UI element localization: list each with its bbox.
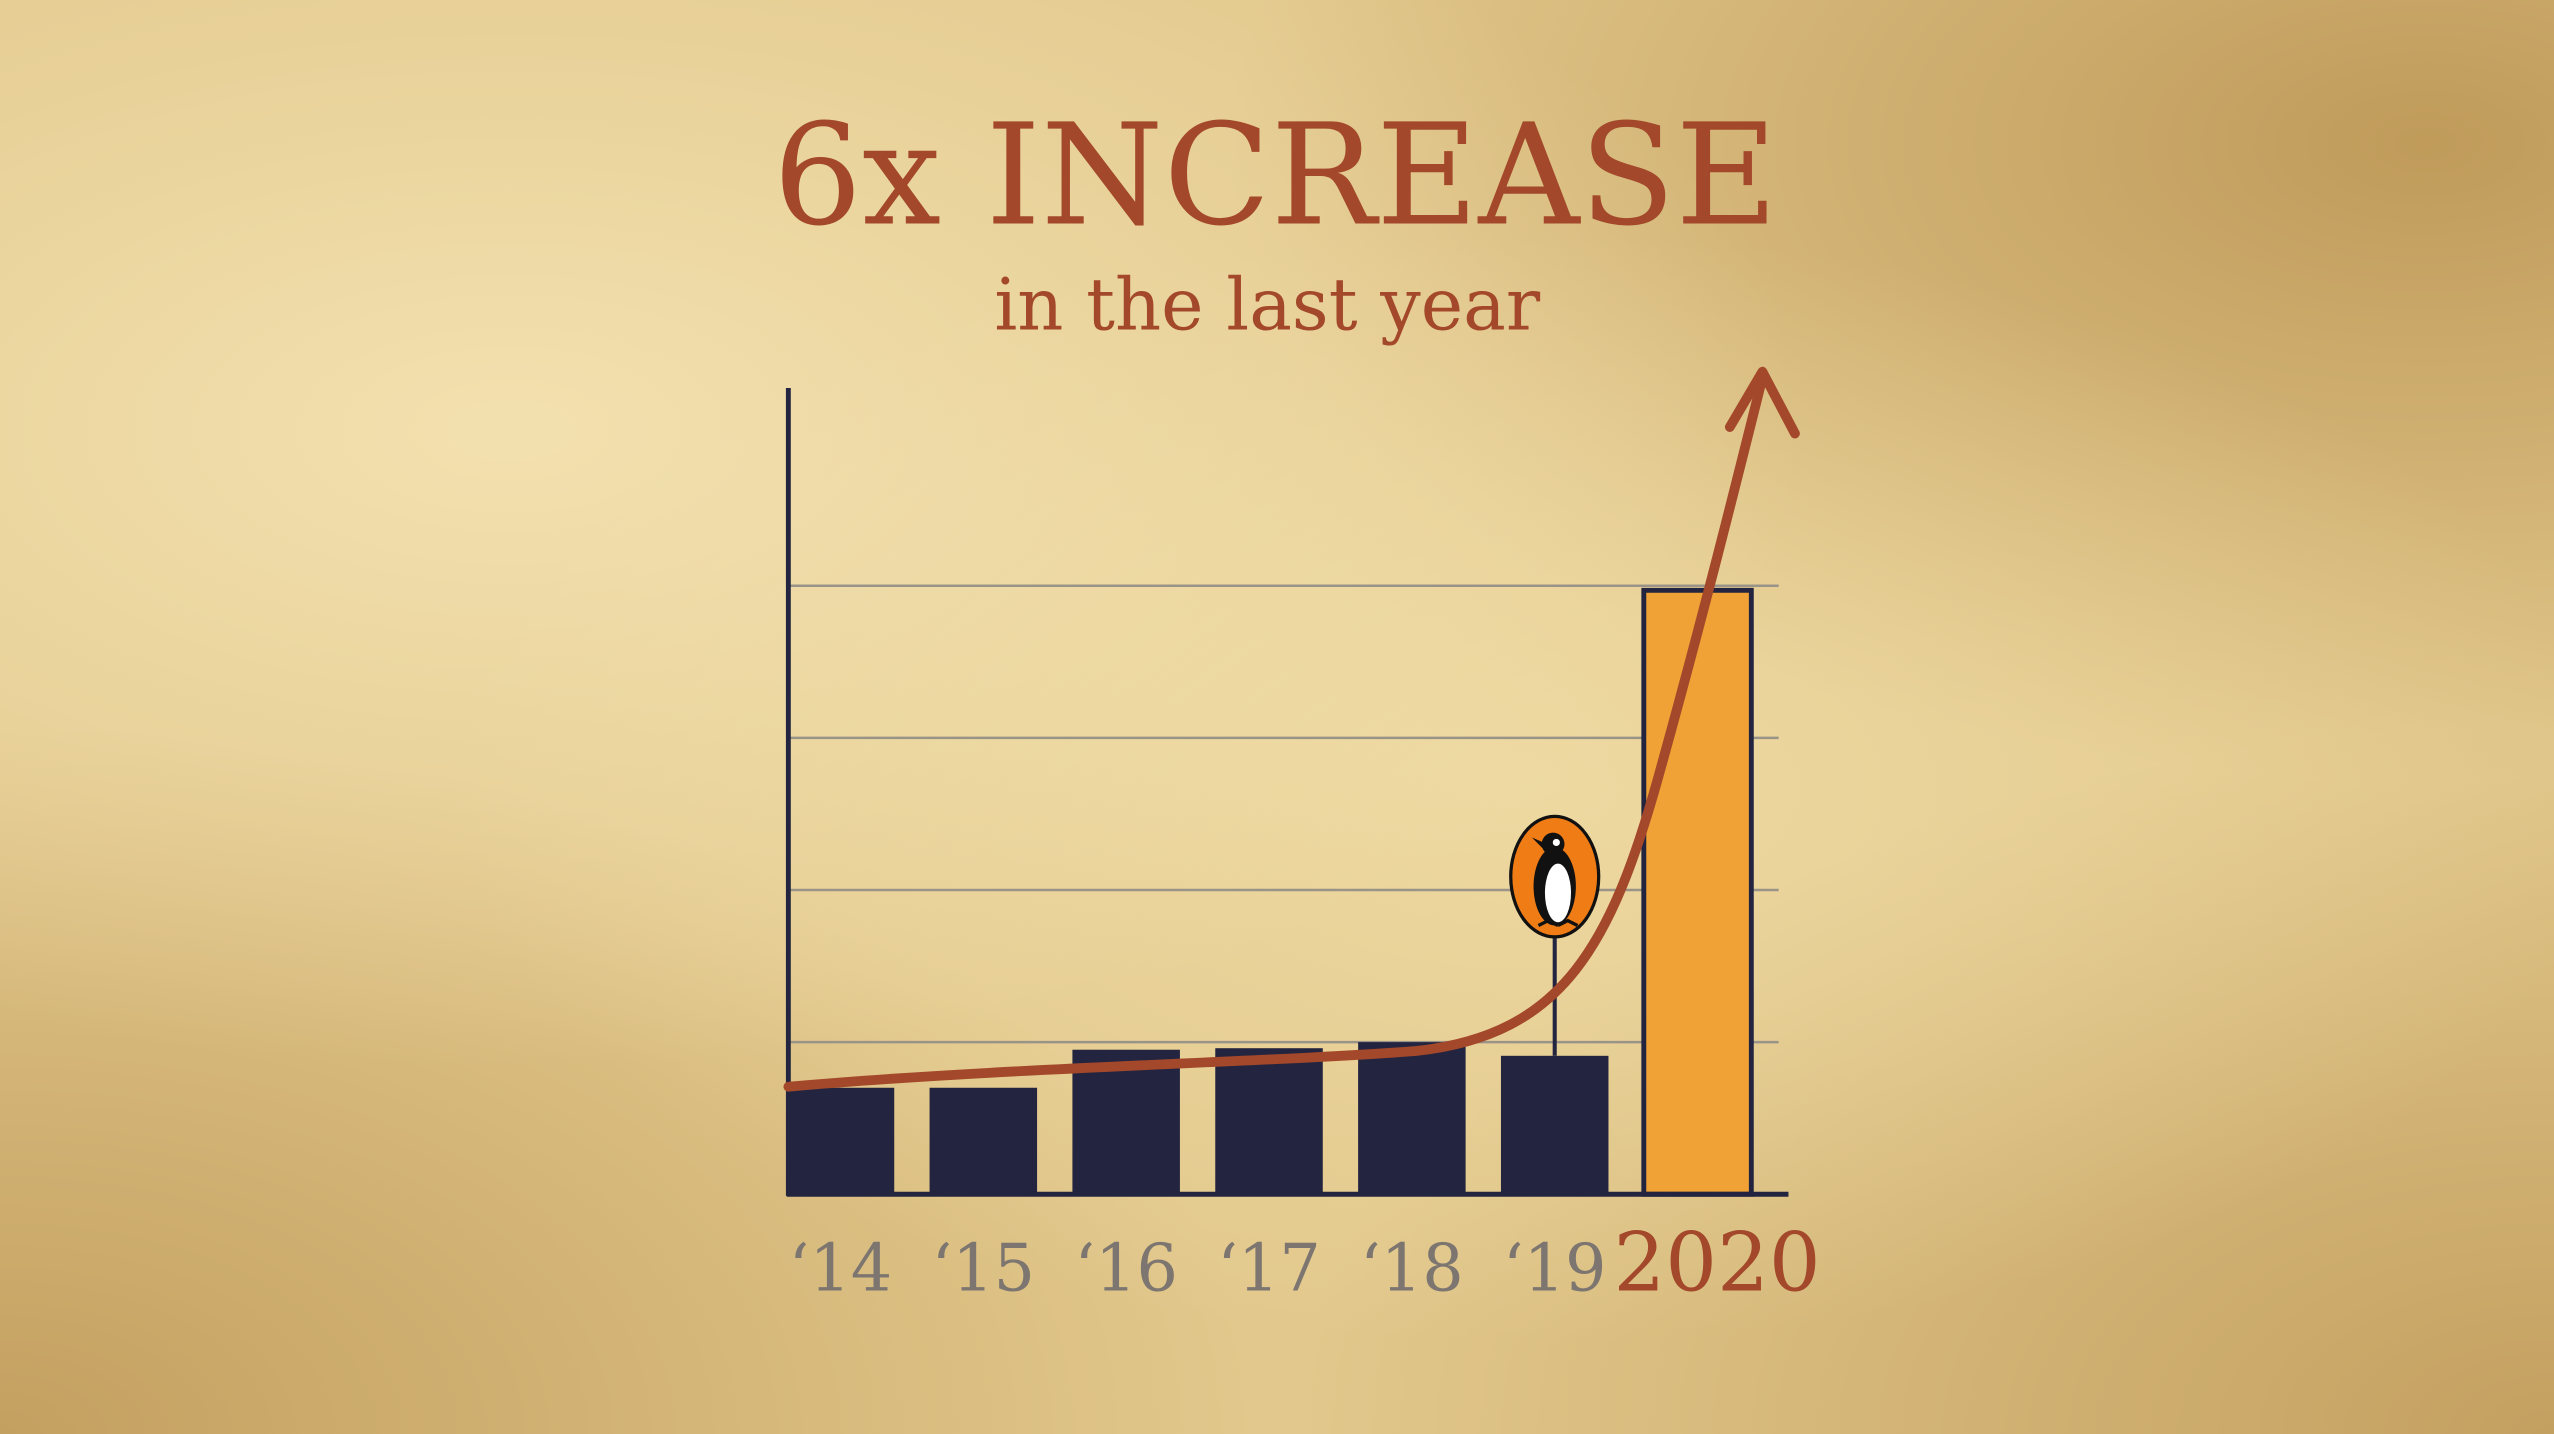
bar-0	[786, 1087, 895, 1195]
x-tick-label: ‘18	[1360, 1231, 1464, 1306]
trend-arrow	[783, 373, 1768, 1092]
x-tick-label: ‘17	[1217, 1231, 1321, 1306]
bar-1	[929, 1087, 1038, 1195]
bar-4	[1358, 1042, 1466, 1195]
trend-arrowhead	[1724, 366, 1800, 439]
x-tick-label: ‘14	[789, 1231, 893, 1306]
bar-3	[1215, 1048, 1323, 1195]
x-tick-label: ‘19	[1503, 1231, 1607, 1306]
x-tick-label: 2020	[1613, 1215, 1820, 1310]
x-tick-label: ‘16	[1074, 1231, 1178, 1306]
chart-title: 6x INCREASE	[773, 94, 1778, 257]
bar-6	[1641, 587, 1754, 1197]
penguin-logo-icon	[1509, 814, 1601, 939]
x-tick-label: ‘15	[932, 1231, 1036, 1306]
bar-2	[1072, 1049, 1180, 1195]
bar-5	[1500, 1055, 1609, 1195]
chart-subtitle: in the last year	[994, 262, 1541, 346]
